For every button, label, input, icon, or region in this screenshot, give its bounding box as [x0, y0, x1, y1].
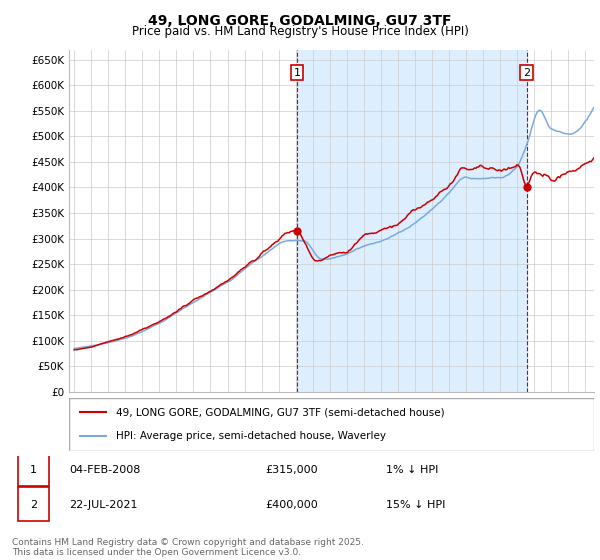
Text: 1: 1 [30, 465, 37, 475]
Text: £315,000: £315,000 [265, 465, 318, 475]
Bar [297, 50, 527, 392]
Bar [18, 452, 49, 487]
Text: Contains HM Land Registry data © Crown copyright and database right 2025.
This d: Contains HM Land Registry data © Crown c… [12, 538, 364, 557]
Text: 49, LONG GORE, GODALMING, GU7 3TF: 49, LONG GORE, GODALMING, GU7 3TF [148, 14, 452, 28]
Bar [18, 487, 49, 521]
Text: 15% ↓ HPI: 15% ↓ HPI [386, 500, 446, 510]
Text: HPI: Average price, semi-detached house, Waverley: HPI: Average price, semi-detached house,… [116, 431, 386, 441]
Text: 1: 1 [293, 68, 301, 78]
Text: 22-JUL-2021: 22-JUL-2021 [70, 500, 138, 510]
Text: 49, LONG GORE, GODALMING, GU7 3TF (semi-detached house): 49, LONG GORE, GODALMING, GU7 3TF (semi-… [116, 408, 445, 418]
Text: 2: 2 [30, 500, 37, 510]
Text: £400,000: £400,000 [265, 500, 318, 510]
Text: 1% ↓ HPI: 1% ↓ HPI [386, 465, 439, 475]
Text: Price paid vs. HM Land Registry's House Price Index (HPI): Price paid vs. HM Land Registry's House … [131, 25, 469, 38]
Text: 04-FEB-2008: 04-FEB-2008 [70, 465, 141, 475]
Text: 2: 2 [523, 68, 530, 78]
